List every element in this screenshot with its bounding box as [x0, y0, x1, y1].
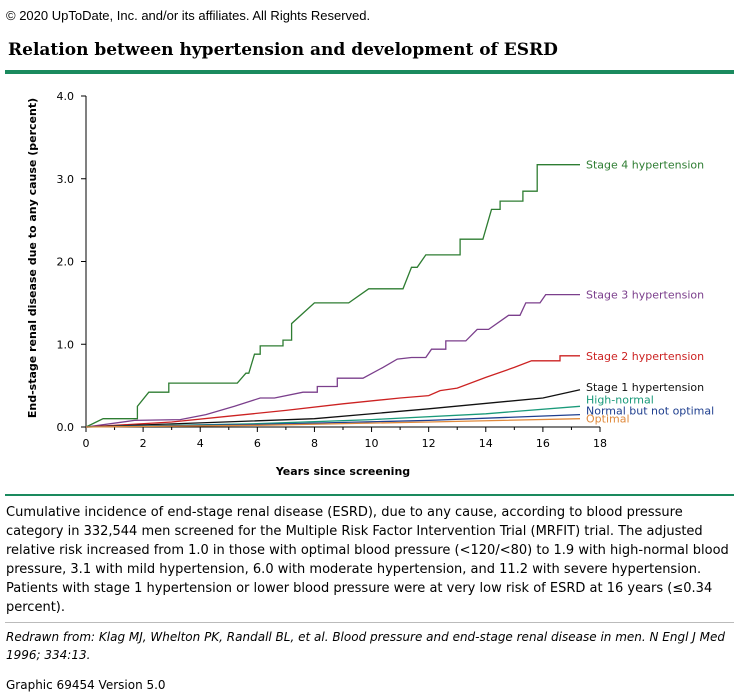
title-divider	[5, 70, 734, 74]
y-tick-label: 2.0	[57, 256, 75, 269]
x-tick-label: 6	[254, 437, 261, 450]
series-label-high-normal: High-normal	[586, 393, 654, 406]
series-label-stage-3-hypertension: Stage 3 hypertension	[586, 289, 704, 302]
series-label-stage-2-hypertension: Stage 2 hypertension	[586, 350, 704, 363]
series-line-stage-1-hypertension	[85, 389, 581, 428]
x-tick-label: 18	[593, 437, 607, 450]
figure-source: Redrawn from: Klag MJ, Whelton PK, Randa…	[6, 630, 725, 662]
y-tick-label: 1.0	[57, 338, 75, 351]
x-tick-label: 14	[479, 437, 493, 450]
x-tick-label: 10	[365, 437, 379, 450]
x-tick-label: 12	[422, 437, 436, 450]
x-tick-label: 8	[311, 437, 318, 450]
y-tick-label: 0.0	[57, 421, 75, 434]
series-label-stage-4-hypertension: Stage 4 hypertension	[586, 159, 704, 172]
chart-axes: 0 2 4 6 8 10 12 14 16 18 0.0 1.0 2.0 3.0 4.0	[57, 90, 608, 450]
series-label-normal-but-not-optimal: Normal but not optimal	[586, 405, 714, 418]
graphic-version: Graphic 69454 Version 5.0	[6, 678, 166, 692]
chart-divider	[5, 494, 734, 496]
series-line-stage-4-hypertension	[85, 164, 580, 428]
x-axis-label: Years since screening	[275, 465, 410, 478]
y-tick-label: 3.0	[57, 173, 75, 186]
x-tick-label: 4	[197, 437, 204, 450]
series-label-optimal: Optimal	[586, 413, 630, 426]
chart-series-labels: Stage 4 hypertension Stage 3 hypertension…	[586, 159, 714, 426]
y-axis-label: End-stage renal disease due to any cause…	[26, 98, 39, 418]
esrd-line-chart: 0 2 4 6 8 10 12 14 16 18 0.0 1.0 2.0 3.0 4.0 Stage 4 h…	[26, 90, 714, 478]
page-title: Relation between hypertension and develo…	[8, 40, 558, 60]
x-tick-label: 0	[83, 437, 90, 450]
figure-caption: Cumulative incidence of end-stage renal …	[6, 505, 729, 615]
series-line-stage-3-hypertension	[85, 293, 580, 428]
y-tick-label: 4.0	[57, 90, 75, 103]
series-label-stage-1-hypertension: Stage 1 hypertension	[586, 381, 704, 394]
copyright-notice: © 2020 UpToDate, Inc. and/or its affilia…	[6, 8, 371, 23]
caption-divider	[5, 622, 734, 623]
series-line-optimal	[85, 418, 581, 428]
x-tick-label: 2	[140, 437, 147, 450]
chart-series	[85, 164, 581, 428]
series-line-stage-2-hypertension	[85, 355, 580, 428]
x-tick-label: 16	[536, 437, 550, 450]
